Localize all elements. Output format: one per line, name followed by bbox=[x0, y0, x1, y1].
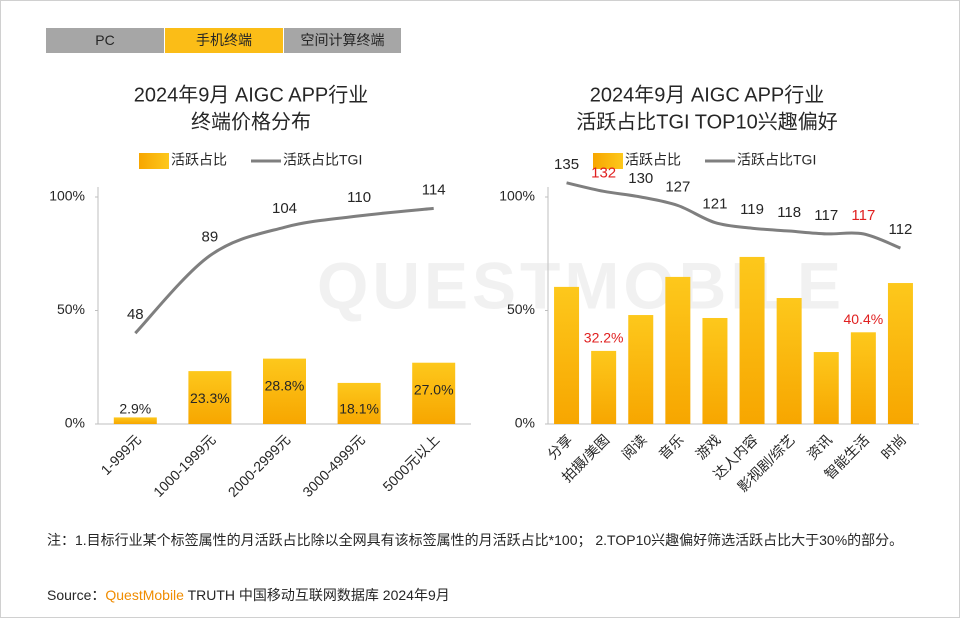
bar bbox=[702, 317, 728, 424]
chart-title: 终端价格分布 bbox=[191, 110, 311, 133]
bar bbox=[776, 298, 802, 424]
x-tick-label: 资讯 bbox=[804, 431, 835, 462]
bar-value-label: 23.3% bbox=[190, 390, 230, 406]
line-value-label: 112 bbox=[888, 221, 912, 238]
x-tick-label: 游戏 bbox=[693, 431, 724, 462]
x-tick-label: 分享 bbox=[544, 431, 575, 462]
tab[interactable]: PC bbox=[46, 28, 164, 53]
chart-title: 2024年9月 AIGC APP行业 bbox=[134, 83, 369, 106]
bar bbox=[188, 371, 232, 424]
bar-value-label: 18.1% bbox=[339, 401, 379, 417]
legend-label: 活跃占比 bbox=[625, 152, 681, 168]
bar bbox=[263, 358, 306, 424]
bar-value-label: 40.4% bbox=[843, 311, 883, 327]
legend-label: 活跃占比TGI bbox=[737, 152, 816, 168]
y-tick-label: 100% bbox=[49, 188, 85, 204]
line-value-label: 121 bbox=[702, 196, 727, 213]
bar bbox=[554, 286, 580, 424]
bar-value-label: 2.9% bbox=[119, 401, 151, 417]
legend-swatch bbox=[593, 153, 623, 169]
y-tick-label: 0% bbox=[65, 415, 85, 431]
line-value-label: 48 bbox=[127, 306, 144, 323]
source-label: Source： bbox=[47, 587, 106, 603]
source-brand: QuestMobile bbox=[105, 587, 184, 603]
line-value-label: 117 bbox=[814, 207, 838, 224]
footnote: 注：1.目标行业某个标签属性的月活跃占比除以全网具有该标签属性的月活跃占比*10… bbox=[47, 532, 904, 548]
y-tick-label: 100% bbox=[499, 188, 535, 204]
line-value-label: 135 bbox=[554, 156, 579, 173]
x-tick-label: 音乐 bbox=[655, 431, 686, 462]
chart-title: 活跃占比TGI TOP10兴趣偏好 bbox=[576, 110, 838, 133]
line-value-label: 119 bbox=[740, 201, 764, 218]
line-value-label: 117 bbox=[851, 207, 875, 224]
bar-value-label: 27.0% bbox=[414, 381, 454, 397]
legend-label: 活跃占比TGI bbox=[283, 152, 362, 168]
bar bbox=[850, 332, 876, 424]
bar bbox=[113, 417, 157, 424]
x-tick-label: 5000元以上 bbox=[379, 431, 442, 494]
legend-swatch bbox=[139, 153, 169, 169]
legend-label: 活跃占比 bbox=[171, 152, 227, 168]
bar bbox=[887, 283, 913, 424]
bar-value-label: 32.2% bbox=[584, 330, 624, 346]
x-tick-label: 1000-1999元 bbox=[150, 431, 219, 500]
line bbox=[566, 181, 902, 250]
bar bbox=[412, 362, 456, 424]
bar bbox=[813, 352, 839, 424]
tab[interactable]: 空间计算终端 bbox=[284, 28, 401, 53]
x-tick-label: 2000-2999元 bbox=[225, 431, 294, 500]
bar bbox=[591, 350, 617, 424]
line-value-label: 130 bbox=[628, 170, 653, 187]
line-value-label: 118 bbox=[777, 204, 801, 221]
line-value-label: 114 bbox=[422, 181, 446, 198]
bar bbox=[665, 276, 691, 424]
source-text: TRUTH 中国移动互联网数据库 2024年9月 bbox=[187, 587, 450, 603]
line-value-label: 110 bbox=[347, 189, 371, 206]
y-tick-label: 50% bbox=[57, 301, 85, 317]
bar bbox=[628, 315, 654, 424]
x-tick-label: 3000-4999元 bbox=[299, 431, 368, 500]
x-tick-label: 1-999元 bbox=[98, 431, 145, 478]
line-value-label: 132 bbox=[591, 164, 616, 181]
x-tick-label: 阅读 bbox=[618, 431, 649, 462]
x-tick-label: 时尚 bbox=[878, 431, 909, 462]
y-tick-label: 0% bbox=[515, 415, 535, 431]
chart-title: 2024年9月 AIGC APP行业 bbox=[590, 83, 825, 106]
watermark: QUESTMOBILE bbox=[317, 248, 845, 322]
bar bbox=[739, 256, 765, 424]
y-tick-label: 50% bbox=[507, 301, 535, 317]
line-value-label: 104 bbox=[272, 200, 297, 217]
bar-value-label: 28.8% bbox=[265, 377, 305, 393]
line bbox=[134, 206, 434, 335]
source: Source：QuestMobile TRUTH 中国移动互联网数据库 2024… bbox=[47, 585, 450, 605]
bar bbox=[337, 382, 381, 424]
tab[interactable]: 手机终端 bbox=[165, 28, 283, 53]
line-value-label: 89 bbox=[202, 229, 219, 246]
line-value-label: 127 bbox=[665, 178, 690, 195]
